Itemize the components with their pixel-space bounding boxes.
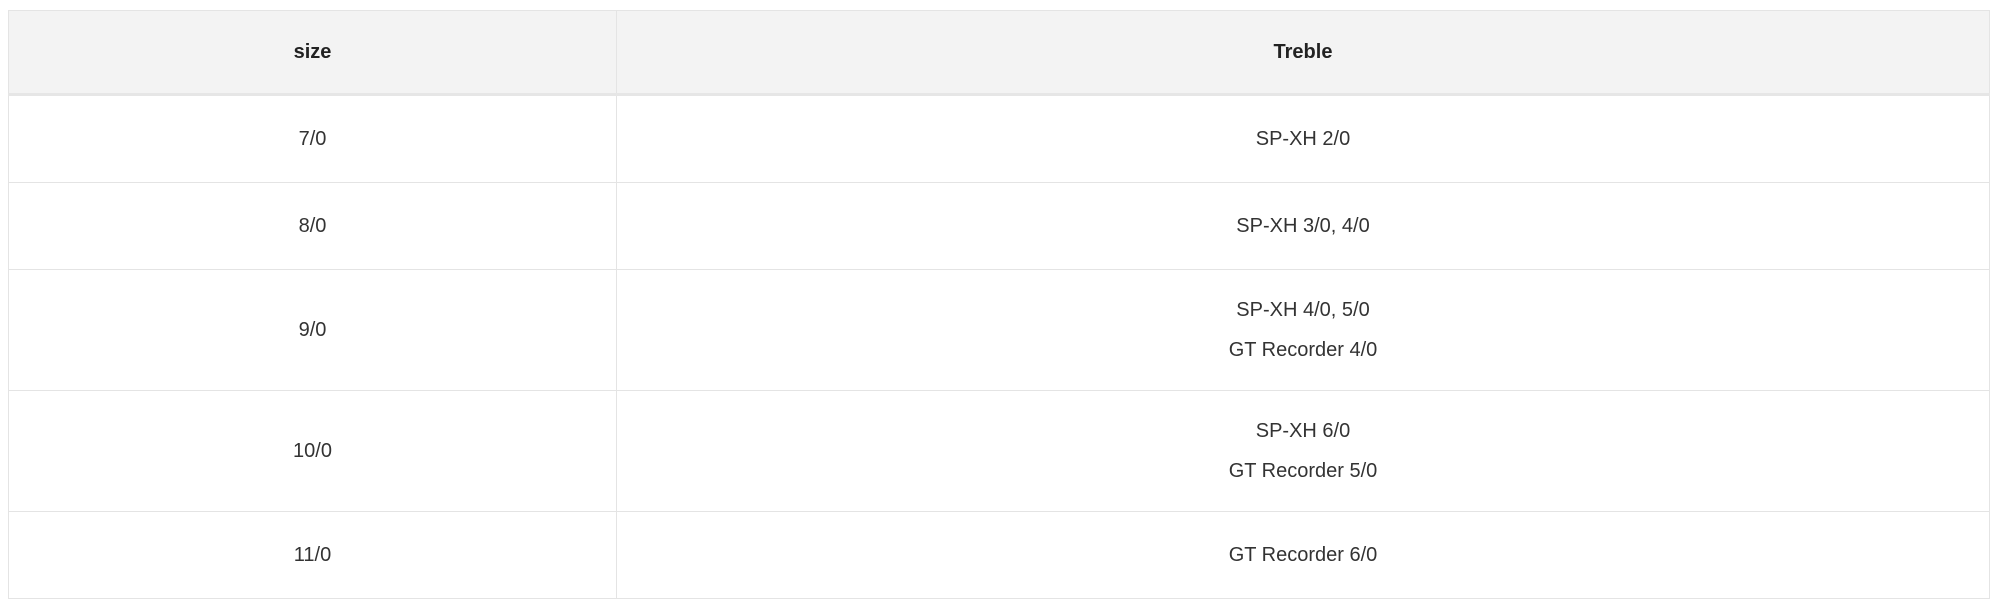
treble-cell: SP-XH 3/0, 4/0: [616, 182, 1990, 270]
treble-line: SP-XH 4/0, 5/0: [1236, 299, 1370, 321]
table-row: 7/0 SP-XH 2/0: [8, 94, 1990, 183]
header-row: size Treble: [8, 10, 1990, 96]
table-row: 9/0 SP-XH 4/0, 5/0 GT Recorder 4/0: [8, 269, 1990, 391]
treble-line: SP-XH 3/0, 4/0: [1236, 215, 1370, 237]
treble-cell: SP-XH 2/0: [616, 94, 1990, 183]
table-row: 11/0 GT Recorder 6/0: [8, 511, 1990, 599]
size-cell: 8/0: [8, 182, 617, 270]
column-header-treble: Treble: [616, 10, 1990, 96]
size-cell: 9/0: [8, 269, 617, 391]
size-cell: 10/0: [8, 390, 617, 512]
size-cell: 11/0: [8, 511, 617, 599]
size-cell: 7/0: [8, 94, 617, 183]
treble-line: GT Recorder 4/0: [1228, 339, 1378, 361]
treble-cell: SP-XH 6/0 GT Recorder 5/0: [616, 390, 1990, 512]
treble-cell: GT Recorder 6/0: [616, 511, 1990, 599]
treble-line: SP-XH 6/0: [1255, 420, 1351, 442]
column-header-size: size: [8, 10, 617, 96]
treble-cell: SP-XH 4/0, 5/0 GT Recorder 4/0: [616, 269, 1990, 391]
size-treble-table: size Treble 7/0 SP-XH 2/0 8/0 SP-XH 3/0,…: [8, 10, 1990, 599]
treble-line: SP-XH 2/0: [1255, 128, 1351, 150]
treble-line: GT Recorder 6/0: [1228, 544, 1378, 566]
table-row: 8/0 SP-XH 3/0, 4/0: [8, 182, 1990, 270]
treble-line: GT Recorder 5/0: [1228, 460, 1378, 482]
table-row: 10/0 SP-XH 6/0 GT Recorder 5/0: [8, 390, 1990, 512]
